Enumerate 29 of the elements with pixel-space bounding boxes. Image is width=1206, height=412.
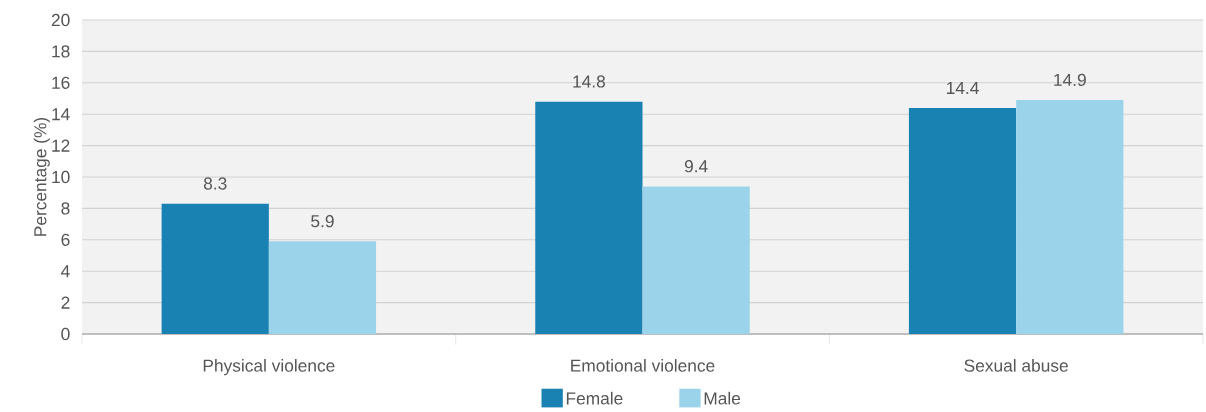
bar [642, 186, 750, 334]
y-axis-title: Percentage (%) [33, 117, 50, 236]
data-label: 9.4 [684, 159, 708, 173]
y-tick-label: 10 [52, 170, 70, 183]
y-tick-label: 18 [52, 45, 70, 58]
y-tick-label: 4 [61, 265, 70, 277]
data-label: 8.3 [203, 177, 227, 190]
bar [268, 241, 377, 334]
data-label: 5.9 [311, 214, 334, 228]
y-tick-label: 2 [61, 296, 70, 309]
legend-label: Male [704, 391, 741, 405]
x-tick-label: Sexual abuse [964, 358, 1068, 372]
x-tick-label: Physical violence [203, 358, 335, 376]
y-tick-label: 20 [51, 13, 70, 26]
y-tick-label: 12 [52, 139, 70, 152]
y-tick-label: 8 [61, 202, 70, 215]
data-label: 14.8 [573, 75, 605, 88]
bar [535, 101, 643, 334]
x-tick-label: Emotional violence [571, 358, 715, 372]
legend-label: Female [566, 391, 623, 405]
data-label: 14.9 [1054, 73, 1086, 86]
bar [161, 203, 269, 334]
data-label: 14.4 [946, 81, 979, 94]
y-tick-label: 0 [61, 327, 70, 340]
y-tick-label: 6 [61, 233, 70, 246]
y-tick-label: 16 [52, 76, 70, 89]
bar [1016, 99, 1124, 334]
y-tick-label: 14 [52, 108, 70, 121]
bar [908, 107, 1017, 334]
